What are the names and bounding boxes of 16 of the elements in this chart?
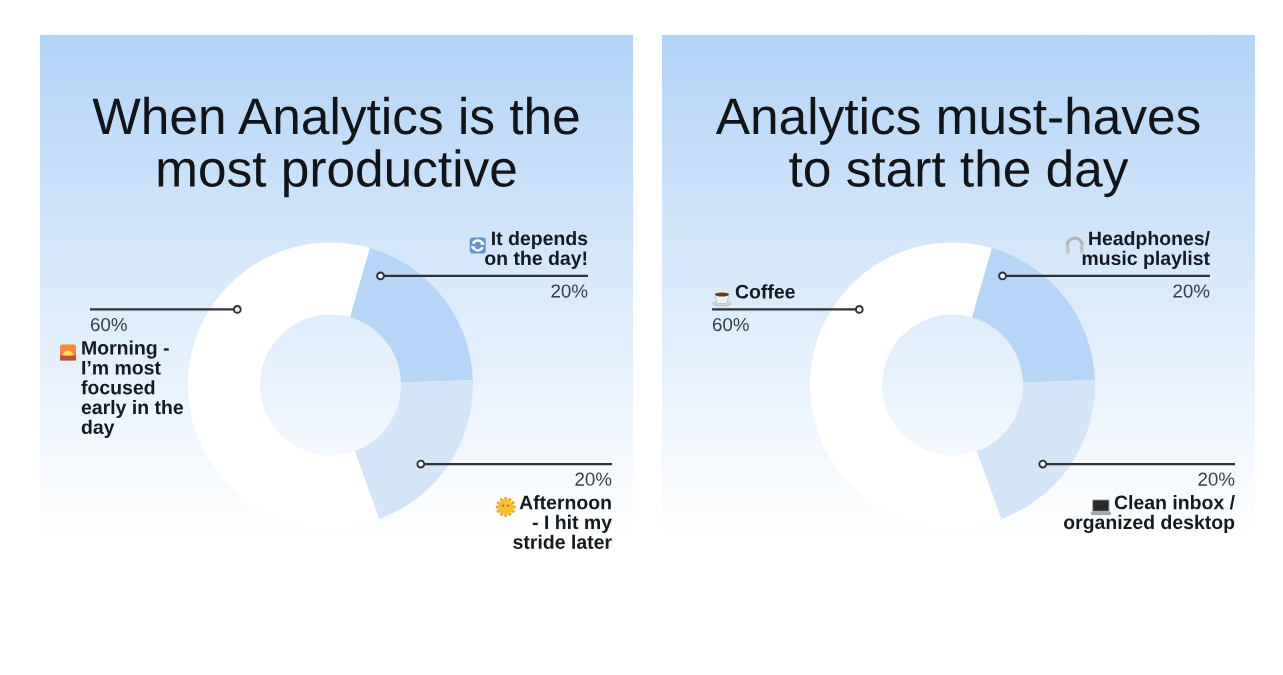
slice-label: Coffee — [735, 284, 795, 299]
slice-label: It depends on the day! — [485, 230, 588, 269]
donut-slice — [354, 380, 473, 519]
data-label: 20% — [1198, 472, 1235, 486]
chart-title: Analytics must-haves to start the day — [715, 96, 1200, 198]
data-label: 20% — [1173, 284, 1210, 298]
data-label: 60% — [90, 317, 127, 332]
donut-slice — [349, 248, 473, 383]
data-label: 20% — [575, 472, 612, 486]
slice-label: Headphones/ music playlist — [1082, 230, 1210, 269]
slice-label: Afternoon - I hit my stride later — [513, 495, 612, 549]
slice-label: Morning - I’m most focused early in the day — [81, 340, 183, 438]
chart-title: When Analytics is the most productive — [92, 96, 579, 198]
data-label: 20% — [551, 284, 588, 298]
data-label: 60% — [712, 317, 749, 332]
slice-label: Clean inbox / organized desktop — [1063, 495, 1235, 534]
